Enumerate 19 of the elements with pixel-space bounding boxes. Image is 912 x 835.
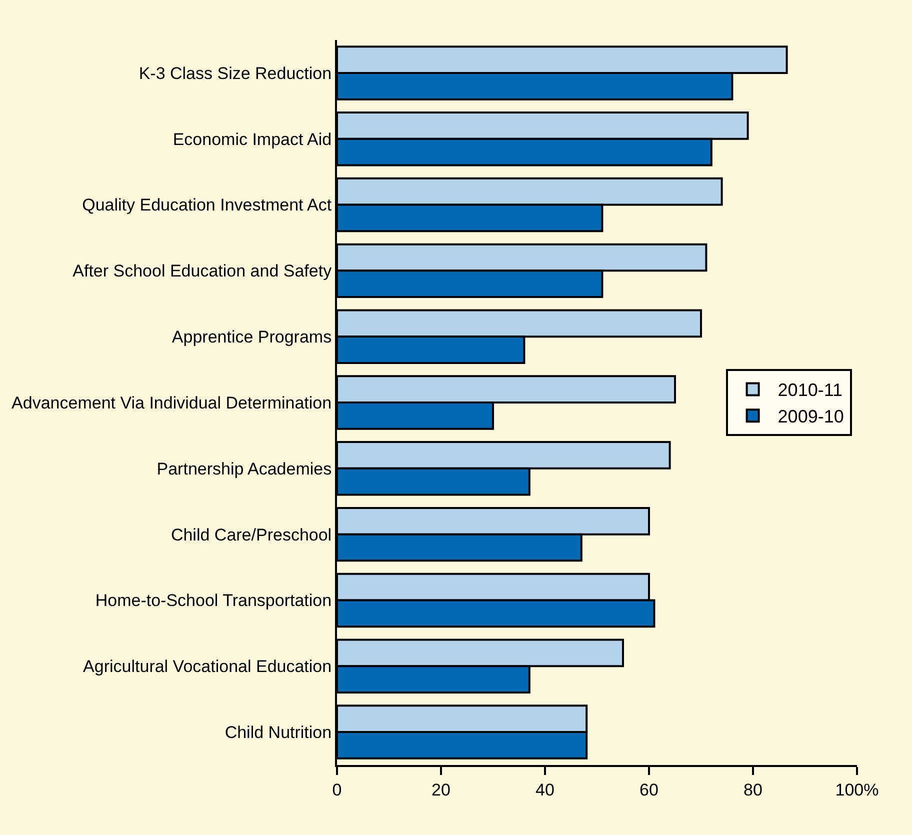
x-tick-label: 0 (332, 780, 342, 800)
y-tick-label: Partnership Academies (156, 459, 332, 478)
y-tick-label: K-3 Class Size Reduction (138, 64, 332, 83)
y-tick-label: Child Nutrition (224, 723, 332, 742)
y-tick-label: Economic Impact Aid (172, 130, 332, 149)
y-tick-label: Advancement Via Individual Determination (12, 393, 332, 412)
y-tick-label: Agricultural Vocational Education (83, 657, 332, 676)
y-tick-label: Home-to-School Transportation (95, 591, 332, 610)
y-tick-label: Child Care/Preschool (170, 525, 332, 544)
x-tick-label: 20 (432, 780, 450, 800)
x-tick-label: 60 (640, 780, 658, 800)
x-tick-label: 40 (536, 780, 554, 800)
legend-label: 2009-10 (778, 406, 844, 427)
y-tick-label: Apprentice Programs (172, 328, 332, 347)
legend-label: 2010-11 (778, 380, 843, 400)
x-tick-label: 80 (744, 780, 762, 800)
y-tick-label: After School Education and Safety (72, 262, 332, 281)
x-tick-label: 100% (835, 780, 879, 800)
y-tick-label: Quality Education Investment Act (82, 196, 332, 215)
